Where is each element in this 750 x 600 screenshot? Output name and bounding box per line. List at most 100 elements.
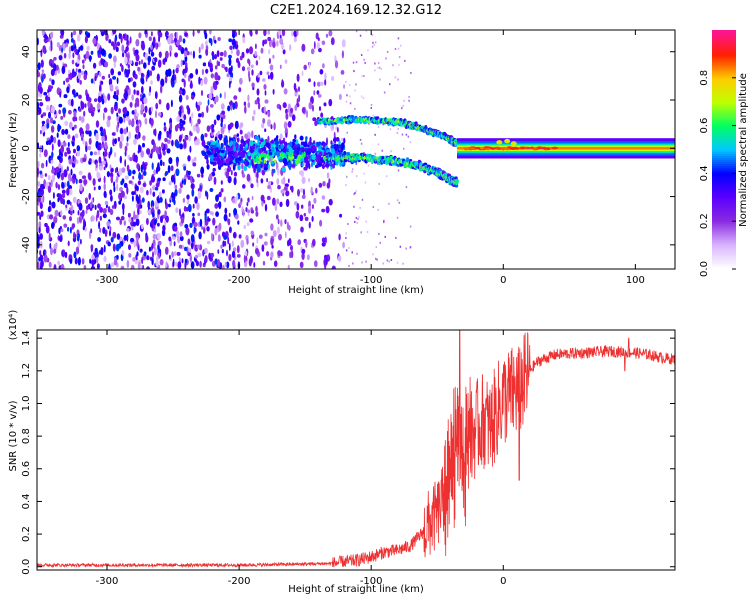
heatmap-cell <box>69 201 72 206</box>
heatmap-cell <box>126 164 130 172</box>
colorbar-cell <box>712 30 736 33</box>
heatmap-cell <box>355 190 357 193</box>
heatmap-cell <box>134 108 137 114</box>
heatmap-cell <box>92 106 96 112</box>
colorbar-cell <box>712 149 736 153</box>
heatmap-cell <box>355 216 358 219</box>
heatmap-cell <box>316 90 320 95</box>
heatmap-cell <box>257 102 261 110</box>
heatmap-cell <box>301 162 304 167</box>
heatmap-cell <box>311 204 314 209</box>
heatmap-cell <box>170 165 174 172</box>
heatmap-cell <box>46 122 50 129</box>
heatmap-cell <box>328 98 333 107</box>
heatmap-cell <box>240 152 245 159</box>
heatmap-cell <box>109 208 114 216</box>
heatmap-cell <box>122 52 125 58</box>
heatmap-cell <box>39 102 44 107</box>
heatmap-cell <box>255 43 257 50</box>
heatmap-cell <box>232 198 236 204</box>
heatmap-cell <box>220 126 225 135</box>
heatmap-cell <box>141 256 144 265</box>
heatmap-cell <box>76 217 80 225</box>
heatmap-cell <box>179 143 184 150</box>
heatmap-cell <box>51 151 54 159</box>
heatmap-cell <box>194 196 198 204</box>
heatmap-cell <box>37 180 41 187</box>
heatmap-cell <box>269 64 274 71</box>
heatmap-cell <box>285 198 290 208</box>
heatmap-cell <box>123 220 127 226</box>
heatmap-cell <box>242 184 246 189</box>
heatmap-cell <box>165 261 168 269</box>
heatmap-cell <box>351 170 353 173</box>
heatmap-cell <box>317 94 322 98</box>
heatmap-cell <box>160 78 165 87</box>
heatmap-cell <box>39 86 43 94</box>
heatmap-cell <box>71 223 75 230</box>
heatmap-cell <box>179 183 183 189</box>
heatmap-cell <box>113 181 116 187</box>
heatmap-cell <box>380 68 383 70</box>
heatmap-cell <box>80 238 82 245</box>
heatmap-cell <box>394 76 397 79</box>
heatmap-cell <box>221 110 226 115</box>
heatmap-cell <box>174 184 178 190</box>
heatmap-cell <box>89 151 93 156</box>
heatmap-cell <box>53 264 57 269</box>
heatmap-cell <box>57 155 62 160</box>
heatmap-cell <box>299 261 304 268</box>
heatmap-cell <box>397 78 399 81</box>
heatmap-cell <box>53 136 57 144</box>
heatmap-cell <box>289 151 292 157</box>
heatmap-cell <box>226 146 229 152</box>
heatmap-cell <box>69 216 72 222</box>
y-tick-label: 1.0 <box>21 396 32 412</box>
heatmap-cell <box>150 80 153 85</box>
heatmap-cell <box>224 207 228 214</box>
heatmap-cell <box>157 162 160 170</box>
heatmap-cell <box>178 187 182 194</box>
heatmap-cell <box>343 137 346 144</box>
heatmap-cell <box>99 126 104 132</box>
heatmap-cell <box>268 152 273 156</box>
heatmap-cell <box>394 48 397 50</box>
heatmap-cell <box>371 33 374 36</box>
heatmap-cell <box>107 206 111 213</box>
heatmap-cell <box>277 218 280 225</box>
heatmap-cell <box>262 78 266 82</box>
heatmap-cell <box>234 152 238 159</box>
heatmap-cell <box>78 108 82 112</box>
heatmap-cell <box>99 165 103 170</box>
colorbar-cell <box>712 65 736 69</box>
heatmap-cell <box>134 49 139 55</box>
heatmap-cell <box>267 74 270 80</box>
heatmap-cell <box>196 244 201 249</box>
heatmap-cell <box>219 57 223 61</box>
heatmap-cell <box>97 50 102 55</box>
heatmap-cell <box>379 78 381 81</box>
heatmap-cell <box>313 41 316 50</box>
heatmap-cell <box>187 170 191 176</box>
heatmap-cell <box>157 59 162 68</box>
heatmap-cell <box>102 128 106 137</box>
heatmap-cell <box>128 244 131 251</box>
heatmap-cell <box>414 121 418 126</box>
heatmap-cell <box>280 143 284 149</box>
heatmap-cell <box>68 121 73 129</box>
heatmap-cell <box>80 116 85 123</box>
heatmap-cell <box>50 125 55 133</box>
heatmap-cell <box>205 68 209 74</box>
heatmap-cell <box>184 32 188 37</box>
heatmap-cell <box>37 90 40 98</box>
heatmap-cell <box>195 260 199 267</box>
colorbar-cell <box>712 145 736 149</box>
heatmap-cell <box>149 180 153 186</box>
heatmap-cell <box>212 167 216 172</box>
heatmap-cell <box>40 262 43 269</box>
heatmap-cell <box>61 129 65 135</box>
heatmap-cell <box>370 107 372 109</box>
heatmap-cell <box>120 190 125 198</box>
heatmap-cell <box>126 259 130 269</box>
